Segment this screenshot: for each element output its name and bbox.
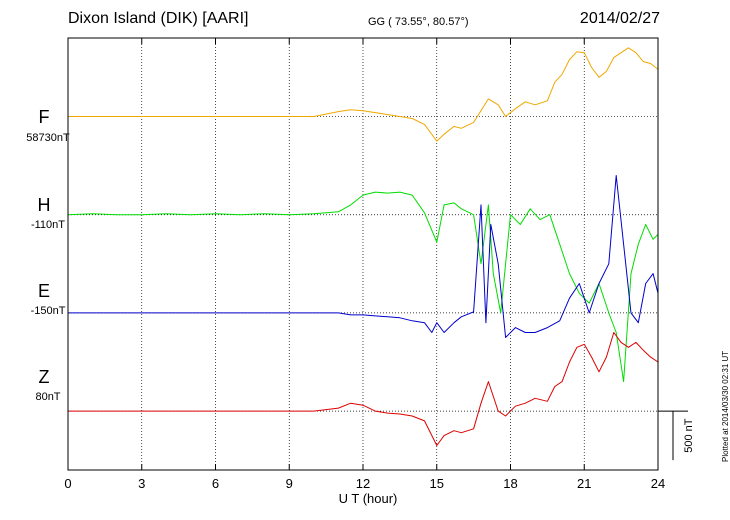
series-line-z (68, 332, 659, 446)
channel-baseline-f: 58730nT (26, 132, 70, 144)
channel-label-e: E (37, 281, 50, 301)
scale-bar-label: 500 nT (683, 418, 695, 453)
series-line-f (68, 47, 659, 142)
channel-label-z: Z (38, 367, 50, 387)
x-tick-label: 0 (64, 476, 71, 491)
x-tick-label: 9 (286, 476, 293, 491)
x-tick-label: 6 (212, 476, 219, 491)
channel-baseline-e: -150nT (30, 305, 66, 317)
station-title: Dixon Island (DIK) [AARI] (68, 10, 249, 27)
series-lines (67, 47, 659, 446)
plotted-timestamp: Plotted at 2014/03/30 02:31 UT (721, 350, 730, 462)
series-line-e (68, 175, 659, 338)
plot-frame (67, 37, 659, 471)
x-tick-label: 12 (356, 476, 370, 491)
x-axis-ticks: 0 3 6 9 12 15 18 21 24 (64, 38, 665, 491)
x-tick-label: 21 (577, 476, 591, 491)
channel-baseline-h: -110nT (30, 219, 66, 231)
x-tick-label: 3 (138, 476, 145, 491)
geographic-coords: GG ( 73.55°, 80.57°) (368, 16, 469, 28)
x-tick-label: 15 (430, 476, 444, 491)
grid (68, 38, 658, 470)
channel-label-h: H (37, 195, 51, 215)
x-tick-label: 24 (651, 476, 665, 491)
x-tick-label: 18 (503, 476, 517, 491)
scale-bar: 500 nT (658, 410, 695, 461)
x-axis-label: U T (hour) (339, 491, 398, 506)
observation-date: 2014/02/27 (579, 10, 660, 27)
channel-label-f: F (38, 107, 50, 127)
series-line-h (67, 191, 659, 383)
channel-baseline-z: 80nT (35, 391, 61, 403)
